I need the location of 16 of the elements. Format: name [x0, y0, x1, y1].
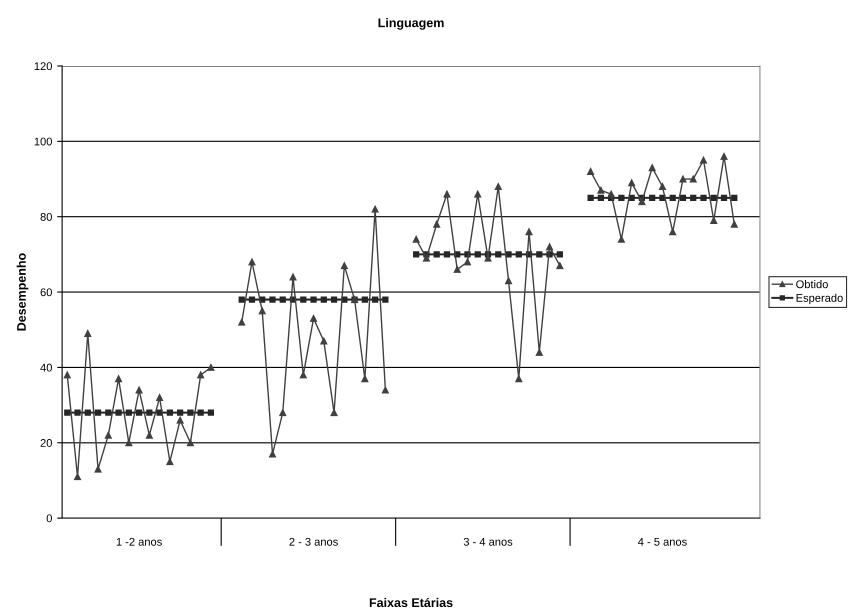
y-tick-label: 80	[40, 212, 52, 221]
y-axis-title: Desempenho	[16, 253, 28, 330]
x-tick-label: 1 -2 anos	[116, 538, 162, 546]
legend-label: Obtido	[796, 280, 828, 288]
y-tick-label: 60	[40, 288, 52, 296]
y-tick-label: 120	[34, 62, 52, 70]
x-tick-label: 2 - 3 anos	[289, 538, 338, 546]
y-tick-label: 20	[40, 439, 52, 447]
x-tick-label: 3 - 4 anos	[464, 538, 512, 546]
y-tick-label: 0	[46, 514, 52, 522]
x-axis-title: Faixas Etárias	[370, 598, 453, 608]
y-tick-label: 100	[34, 138, 52, 146]
chart-title: Linguagem	[378, 18, 444, 30]
legend-label: Esperado	[796, 294, 843, 304]
y-tick-label: 40	[40, 364, 52, 372]
x-tick-label: 4 - 5 anos	[638, 538, 687, 546]
